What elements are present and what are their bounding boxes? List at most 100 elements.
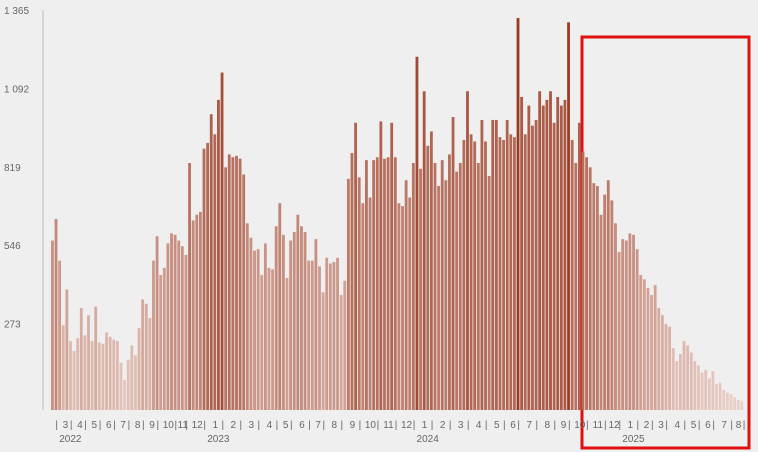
x-tick-label: 7 [120, 420, 126, 431]
bar [451, 117, 455, 411]
month-separator: | [665, 420, 668, 431]
bar [433, 163, 437, 410]
bar [65, 289, 69, 410]
month-separator: | [276, 420, 279, 431]
bar [307, 260, 311, 410]
bar [632, 234, 635, 410]
x-tick-label: 1 [628, 420, 634, 431]
bar [278, 203, 282, 410]
x-tick-label: 4 [476, 420, 482, 431]
month-separator: | [743, 420, 746, 431]
bar [260, 275, 264, 410]
bar [343, 280, 347, 410]
bar [325, 257, 329, 410]
bar [448, 154, 451, 410]
month-separator: | [449, 420, 452, 431]
bar [162, 267, 166, 410]
bar [733, 397, 736, 410]
bar [314, 239, 318, 410]
bar [123, 379, 127, 410]
bar [386, 157, 390, 410]
bar [422, 91, 426, 410]
y-tick-label: 1 092 [4, 84, 29, 95]
bar [614, 223, 617, 410]
bar [220, 72, 224, 411]
bar [740, 401, 744, 410]
bar [390, 122, 394, 411]
x-tick-label: 5 [691, 420, 697, 431]
bar [444, 180, 448, 410]
month-separator: | [203, 420, 206, 431]
bar [722, 389, 726, 410]
bar [592, 183, 596, 410]
month-separator: | [467, 420, 470, 431]
bar [689, 352, 693, 410]
bar [455, 171, 459, 410]
x-tick-label: 8 [736, 420, 742, 431]
bar [541, 105, 545, 410]
bar [426, 145, 430, 411]
x-tick-label: 6 [510, 420, 516, 431]
year-label: 2023 [207, 434, 230, 445]
bar [545, 99, 549, 410]
bar [570, 140, 574, 411]
x-tick-label: 4 [267, 420, 273, 431]
bar [256, 249, 260, 410]
bar [72, 351, 76, 410]
bar [668, 326, 672, 410]
bar [300, 226, 303, 410]
month-separator: | [258, 420, 261, 431]
bar [61, 325, 65, 410]
bar [292, 231, 296, 410]
bar [538, 91, 542, 410]
bar [115, 341, 119, 410]
x-tick-label: 3 [458, 420, 464, 431]
y-tick-label: 819 [4, 163, 21, 174]
x-tick-label: 12 [609, 420, 621, 431]
x-tick-label: 10 [574, 420, 586, 431]
month-separator: | [113, 420, 116, 431]
month-separator: | [503, 420, 506, 431]
bar [184, 254, 188, 410]
x-tick-label: 6 [705, 420, 711, 431]
bar [310, 260, 314, 410]
x-tick-label: 8 [545, 420, 551, 431]
bar [289, 240, 293, 410]
bar [368, 197, 372, 410]
bar [639, 275, 643, 410]
x-tick-label: 7 [315, 420, 321, 431]
x-tick-label: 12 [401, 420, 413, 431]
bar [166, 243, 170, 410]
month-separator: | [698, 420, 701, 431]
month-separator: | [323, 420, 326, 431]
bar [552, 122, 556, 411]
bar [498, 137, 502, 410]
bar [505, 119, 509, 410]
bar [646, 287, 650, 410]
month-separator: | [308, 420, 311, 431]
month-separator: | [413, 420, 416, 431]
x-tick-label: 1 [422, 420, 428, 431]
month-separator: | [239, 420, 242, 431]
x-tick-label: 1 [212, 420, 218, 431]
bar [339, 295, 343, 410]
x-tick-label: 11 [593, 420, 604, 431]
bar [559, 105, 563, 410]
x-tick-label: 2 [440, 420, 446, 431]
bar [242, 174, 246, 410]
bar [321, 292, 325, 410]
bar [660, 315, 664, 410]
x-tick-label: 5 [283, 420, 289, 431]
bar [101, 343, 105, 410]
bar [144, 303, 148, 410]
bar [707, 378, 711, 410]
bar [213, 134, 217, 411]
bar [736, 399, 740, 410]
bar [588, 167, 592, 410]
bar [198, 211, 202, 410]
month-separator: | [359, 420, 362, 431]
month-separator: | [221, 420, 224, 431]
bar [357, 177, 361, 410]
y-tick-label: 546 [4, 241, 21, 252]
bar [606, 180, 610, 410]
